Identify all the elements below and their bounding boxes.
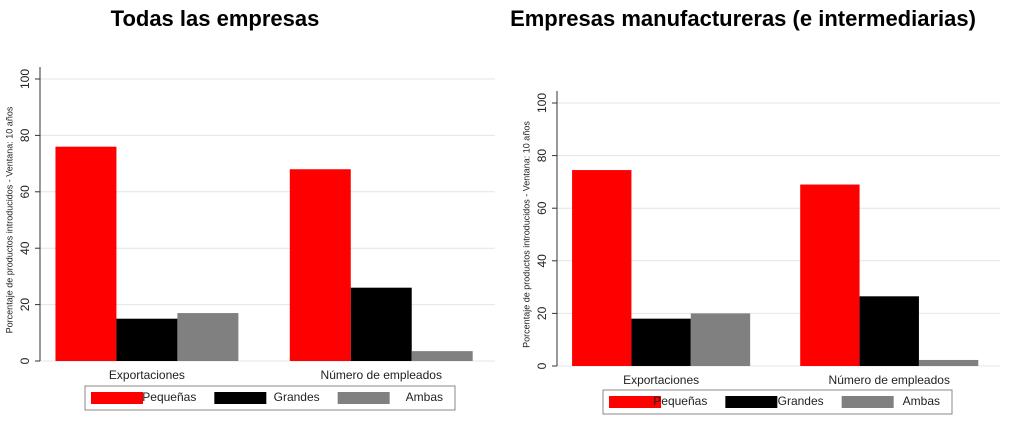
legend-swatch bbox=[337, 392, 390, 404]
legend-label: Grandes bbox=[778, 394, 824, 408]
y-axis-label: Porcentaje de productos introducidos - V… bbox=[521, 121, 531, 348]
y-tick-label: 40 bbox=[535, 254, 549, 268]
bar bbox=[55, 146, 117, 361]
y-tick-label: 40 bbox=[18, 241, 32, 255]
x-tick-label: Exportaciones bbox=[109, 368, 185, 382]
bar bbox=[350, 287, 412, 361]
y-tick-label: 100 bbox=[18, 69, 32, 89]
legend-swatch bbox=[725, 396, 778, 408]
y-tick-label: 100 bbox=[535, 93, 549, 113]
x-tick-label: Exportaciones bbox=[623, 373, 699, 387]
legend-label: Ambas bbox=[406, 390, 443, 404]
bar bbox=[289, 169, 351, 361]
legend-label: Ambas bbox=[903, 394, 940, 408]
bar bbox=[572, 170, 632, 366]
bar bbox=[177, 313, 239, 361]
legend-label: Grandes bbox=[274, 390, 320, 404]
y-tick-label: 80 bbox=[18, 128, 32, 142]
legend-label: Pequeñas bbox=[142, 390, 196, 404]
legend-box bbox=[84, 385, 456, 411]
bar bbox=[116, 318, 178, 361]
y-tick-label: 80 bbox=[535, 149, 549, 163]
y-tick-label: 20 bbox=[535, 306, 549, 320]
y-tick-label: 60 bbox=[18, 185, 32, 199]
y-tick-label: 0 bbox=[18, 357, 32, 364]
y-tick-label: 60 bbox=[535, 201, 549, 215]
x-tick-label: Número de empleados bbox=[829, 373, 950, 387]
legend-swatch bbox=[841, 396, 894, 408]
legend-swatch bbox=[214, 392, 267, 404]
bar bbox=[411, 351, 473, 361]
chart-title: Todas las empresas bbox=[111, 6, 320, 31]
legend-box bbox=[602, 389, 953, 415]
bar bbox=[631, 318, 691, 366]
bar bbox=[918, 359, 979, 366]
x-tick-label: Número de empleados bbox=[321, 368, 442, 382]
chart-title: Empresas manufactureras (e intermediaria… bbox=[510, 6, 976, 31]
y-tick-label: 0 bbox=[535, 362, 549, 369]
bar bbox=[800, 184, 860, 366]
y-tick-label: 20 bbox=[18, 298, 32, 312]
y-axis-label: Porcentaje de productos introducidos - V… bbox=[4, 106, 14, 333]
legend-label: Pequeñas bbox=[653, 394, 707, 408]
bar bbox=[859, 296, 919, 366]
legend-swatch bbox=[91, 392, 143, 404]
legend-swatch bbox=[609, 396, 661, 408]
bar bbox=[690, 313, 751, 366]
